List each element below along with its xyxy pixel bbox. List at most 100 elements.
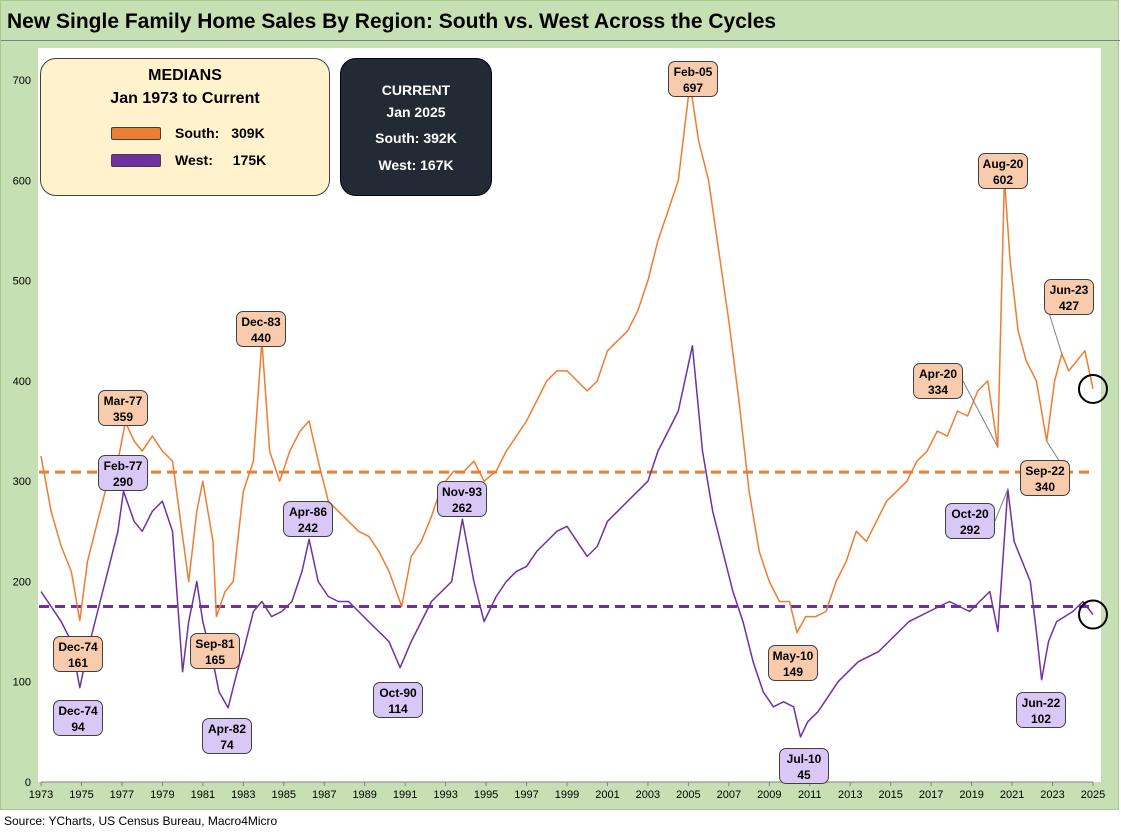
west-annotation: Oct-20 292 [945,503,995,539]
x-tick-label: 2003 [636,789,660,801]
annotation-value: 697 [682,81,704,95]
annotation-date: Nov-93 [441,485,482,499]
y-tick-label: 200 [13,576,31,588]
south-annotation: May-10 149 [768,645,818,681]
annotation-date: Aug-20 [982,157,1024,171]
west-median-value: 175K [232,152,267,168]
current-south: South: 392K [375,130,457,146]
current-date: Jan 2025 [386,104,446,120]
x-tick-label: 2007 [717,789,741,801]
annotation-value: 45 [797,768,811,782]
x-tick-label: 2015 [878,789,902,801]
annotation-date: Jul-10 [786,752,822,766]
x-tick-label: 1995 [474,789,498,801]
x-tick-label: 2013 [838,789,862,801]
x-tick-label: 1979 [150,789,174,801]
annotation-date: Sep-81 [195,637,235,651]
south-annotation: Jun-23 427 [1044,279,1094,315]
medians-box: MEDIANS Jan 1973 to Current South: 309K … [40,58,330,196]
annotation-date: May-10 [772,649,814,663]
x-tick-label: 2021 [1000,789,1024,801]
annotation-value: 359 [112,410,134,424]
y-tick-label: 400 [13,376,31,388]
annotation-date: Sep-22 [1025,464,1065,478]
y-tick-label: 300 [13,476,31,488]
south-annotation: Mar-77 359 [98,390,148,426]
annotation-date: Dec-74 [58,640,98,654]
x-tick-label: 1989 [352,789,376,801]
x-tick-label: 1997 [514,789,538,801]
south-annotation: Dec-74 161 [53,636,103,672]
annotation-value: 262 [451,501,473,515]
current-box: CURRENT Jan 2025 South: 392K West: 167K [340,58,492,196]
annotation-value: 114 [388,702,408,716]
south-legend-label: South: [175,125,220,141]
annotation-date: Oct-20 [951,507,989,521]
west-annotation: Apr-82 74 [202,718,252,754]
annotation-value: 292 [959,523,981,537]
annotation-date: Dec-83 [241,315,281,329]
title-bar: New Single Family Home Sales By Region: … [1,1,1120,41]
west-annotation: Dec-74 94 [53,700,103,736]
west-current-marker [1078,599,1108,630]
west-legend-row: West: 175K [175,152,266,168]
annotation-date: Feb-77 [103,459,143,473]
annotation-value: 149 [782,665,804,679]
y-tick-label: 500 [13,276,31,288]
west-annotation: Feb-77 290 [98,455,148,491]
west-annotation: Jul-10 45 [779,748,829,784]
annotation-value: 427 [1058,299,1080,313]
annotation-value: 74 [220,738,234,752]
annotation-date: Mar-77 [103,394,143,408]
west-series-line [40,345,1094,738]
south-legend-row: South: 309K [175,125,265,141]
x-tick-label: 2025 [1081,789,1105,801]
south-annotation: Aug-20 602 [978,153,1028,189]
south-median-value: 309K [231,125,265,141]
annotation-value: 102 [1030,712,1052,726]
annotation-value: 334 [927,383,949,397]
west-legend-label: West: [175,152,213,168]
y-tick-label: 600 [13,175,31,187]
annotation-value: 340 [1034,480,1056,494]
annotation-leader-line [994,489,1009,522]
x-tick-label: 1987 [312,789,336,801]
x-tick-label: 1977 [110,789,134,801]
annotation-value: 440 [250,331,272,345]
south-current-marker [1078,373,1108,404]
current-heading: CURRENT [381,82,451,98]
annotation-date: Feb-05 [673,65,713,79]
y-tick-label: 700 [13,75,31,87]
south-annotation: Sep-22 340 [1020,460,1070,496]
x-tick-label: 1973 [29,789,53,801]
x-tick-label: 1975 [69,789,93,801]
west-legend-swatch [111,154,161,167]
south-annotation: Feb-05 697 [668,61,718,97]
medians-heading: MEDIANS [148,67,222,84]
current-west: West: 167K [378,157,454,173]
x-tick-label: 1985 [272,789,296,801]
annotation-date: Apr-86 [288,505,327,519]
annotation-date: Jun-23 [1049,283,1089,297]
west-annotation: Oct-90 114 [373,682,423,718]
annotation-value: 602 [992,173,1014,187]
annotation-leader-line [962,380,999,448]
south-annotation: Apr-20 334 [913,363,963,399]
x-tick-label: 2019 [959,789,983,801]
x-tick-label: 2009 [757,789,781,801]
annotation-value: 165 [204,653,226,667]
medians-subheading: Jan 1973 to Current [110,90,260,107]
source-note: Source: YCharts, US Census Bureau, Macro… [4,814,278,828]
x-tick-label: 2023 [1040,789,1064,801]
west-annotation: Jun-22 102 [1016,692,1066,728]
annotation-value: 242 [297,521,319,535]
south-annotation: Dec-83 440 [236,311,286,347]
annotation-date: Apr-20 [918,367,957,381]
x-tick-label: 2011 [798,789,822,801]
annotation-date: Jun-22 [1021,696,1061,710]
x-tick-label: 1983 [231,789,255,801]
y-tick-label: 100 [13,677,31,689]
south-annotation: Sep-81 165 [190,633,240,669]
x-tick-label: 2001 [595,789,619,801]
annotation-date: Dec-74 [58,704,98,718]
